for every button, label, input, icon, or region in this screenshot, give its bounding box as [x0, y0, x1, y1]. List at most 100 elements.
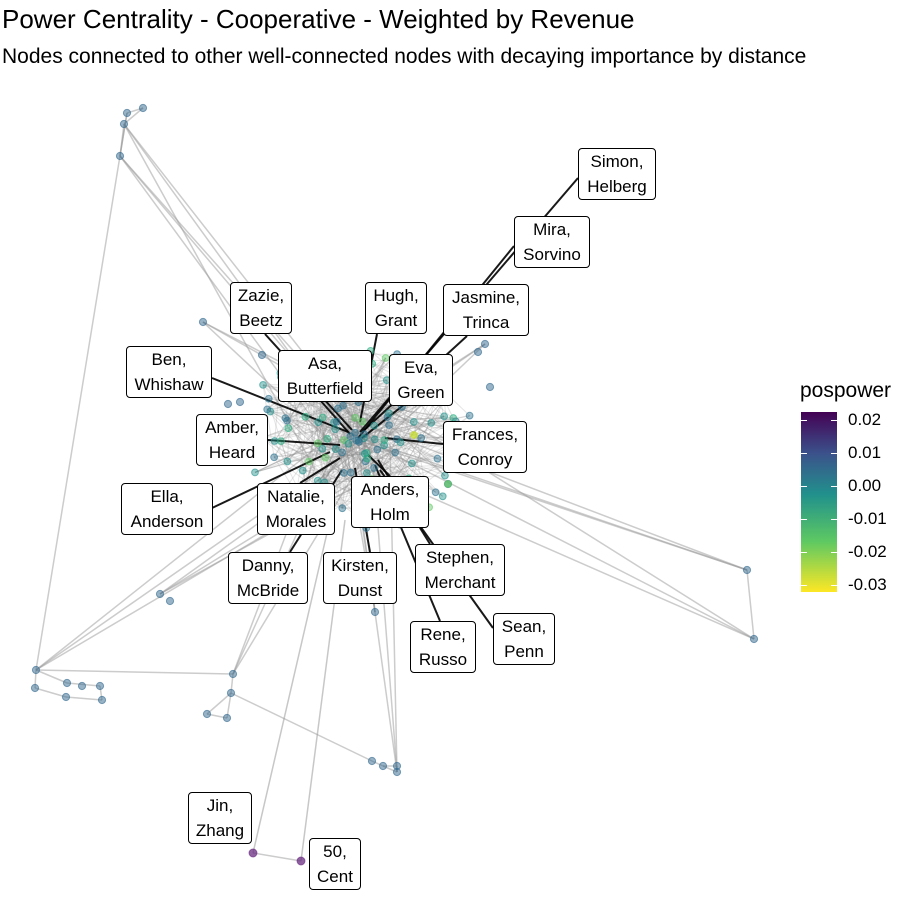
network-edge — [268, 398, 323, 450]
network-node — [431, 488, 440, 497]
legend-tickmark — [801, 453, 807, 454]
network-edge — [360, 399, 445, 490]
network-node — [283, 416, 291, 425]
label-jasmine-trinca: Jasmine, Trinca — [443, 284, 529, 336]
network-edge — [308, 453, 365, 463]
network-edge — [284, 417, 289, 429]
network-node — [61, 692, 71, 702]
network-edge — [317, 442, 365, 455]
network-node — [284, 424, 293, 433]
network-edge — [286, 420, 334, 423]
network-edge — [342, 405, 365, 439]
network-edge — [35, 669, 234, 675]
network-edge — [322, 417, 337, 423]
network-edge — [386, 416, 410, 479]
network-edge — [266, 409, 367, 529]
label-mira-sorvino: Mira, Sorvino — [514, 216, 590, 268]
network-edge — [254, 443, 349, 473]
network-edge — [287, 453, 365, 462]
network-edge — [268, 398, 476, 433]
label-leader-line — [211, 377, 349, 433]
network-edge — [262, 384, 275, 458]
network-edge — [400, 399, 417, 443]
network-edge — [374, 439, 444, 497]
network-edge — [285, 417, 362, 490]
network-node — [338, 448, 347, 457]
label-frances-conroy: Frances, Conroy — [443, 421, 527, 473]
network-edge — [377, 449, 446, 477]
network-edge — [335, 448, 413, 464]
network-node — [31, 665, 41, 675]
label-danny-mcbride: Danny, McBride — [228, 552, 308, 604]
network-node — [742, 565, 752, 575]
network-node — [373, 445, 382, 454]
network-edge — [317, 442, 410, 479]
network-edge — [330, 357, 387, 499]
network-edge — [342, 405, 351, 437]
network-edge — [35, 112, 128, 671]
network-edge — [202, 321, 346, 456]
network-node — [367, 756, 377, 766]
plot-title: Power Centrality - Cooperative - Weighte… — [2, 4, 635, 34]
legend-tickmark — [801, 486, 807, 487]
network-edge — [34, 687, 67, 698]
network-node — [331, 445, 340, 453]
network-edge — [334, 428, 345, 441]
network-node — [351, 413, 360, 422]
label-kirsten-dunst: Kirsten, Dunst — [323, 552, 397, 604]
network-edge — [335, 448, 352, 473]
network-edge — [123, 123, 316, 470]
network-node — [346, 468, 355, 477]
network-edge — [343, 425, 375, 441]
network-edge — [35, 669, 68, 684]
network-node — [264, 394, 273, 403]
network-edge — [348, 417, 748, 571]
network-node — [358, 417, 367, 426]
network-edge — [308, 422, 319, 462]
network-edge — [360, 388, 446, 476]
network-node — [270, 437, 279, 445]
network-edge — [341, 394, 359, 509]
network-edge — [305, 416, 410, 479]
network-edge — [266, 408, 366, 462]
network-node — [473, 347, 483, 357]
label-zazie-beetz: Zazie, Beetz — [230, 282, 292, 334]
network-node — [313, 439, 322, 448]
network-node — [346, 432, 355, 441]
network-node — [30, 683, 40, 693]
network-edge — [322, 448, 326, 458]
label-ben-whishaw: Ben, Whishaw — [126, 346, 212, 398]
label-leader-line — [361, 399, 411, 439]
network-edge — [363, 434, 368, 474]
network-edge — [232, 427, 383, 675]
legend-tick-label: 0.02 — [848, 410, 882, 429]
network-node — [222, 713, 232, 723]
network-edge — [254, 422, 432, 473]
label-leader-line — [319, 399, 351, 435]
network-edge — [388, 424, 446, 476]
network-edge — [359, 439, 748, 571]
legend-title: pospower — [800, 379, 892, 402]
network-node — [334, 404, 342, 413]
network-node — [749, 634, 759, 644]
network-node — [305, 457, 313, 466]
network-edge — [317, 442, 345, 474]
network-node — [202, 709, 212, 719]
network-edge — [254, 415, 445, 473]
label-ella-anderson: Ella, Anderson — [121, 483, 213, 535]
network-edge — [396, 438, 413, 464]
network-edge — [343, 428, 755, 640]
network-edge — [254, 438, 328, 473]
network-node — [332, 417, 341, 426]
network-edge — [342, 405, 345, 473]
network-node — [480, 339, 490, 349]
network-edge — [232, 428, 346, 675]
network-edge — [325, 453, 365, 459]
legend-tickmark — [801, 585, 807, 586]
network-node — [226, 688, 236, 698]
label-amber-heard: Amber, Heard — [196, 414, 268, 466]
label-leader-line — [299, 457, 341, 484]
network-node — [339, 468, 348, 477]
network-edge — [317, 442, 366, 462]
network-edge — [317, 433, 365, 482]
